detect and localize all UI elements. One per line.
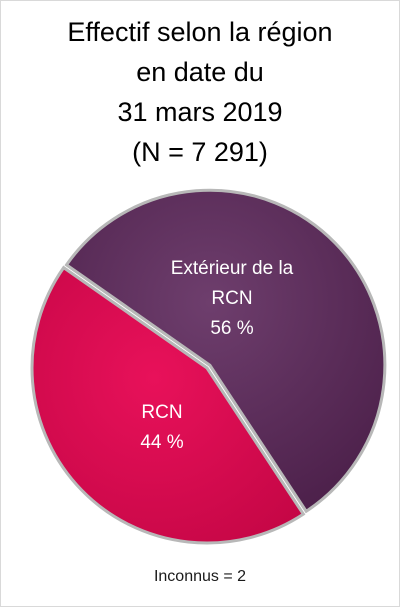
slice-label-rcn: RCN xyxy=(141,402,182,423)
slice-value-exterieur: 56 % xyxy=(210,318,253,339)
chart-title: Effectif selon la région en date du 31 m… xyxy=(0,12,400,172)
pie-slice-rcn xyxy=(30,265,306,545)
slice-label-exterieur-line-2: RCN xyxy=(211,288,252,309)
title-line-4: (N = 7 291) xyxy=(132,137,268,167)
pie-slice-exterieur xyxy=(64,188,387,514)
title-line-1: Effectif selon la région xyxy=(67,17,333,47)
slice-label-exterieur-line-1: Extérieur de la xyxy=(171,258,294,279)
title-line-2: en date du xyxy=(136,57,264,87)
footnote-unknown: Inconnus = 2 xyxy=(153,568,247,585)
slice-value-rcn: 44 % xyxy=(140,432,183,453)
title-line-3: 31 mars 2019 xyxy=(117,97,283,127)
